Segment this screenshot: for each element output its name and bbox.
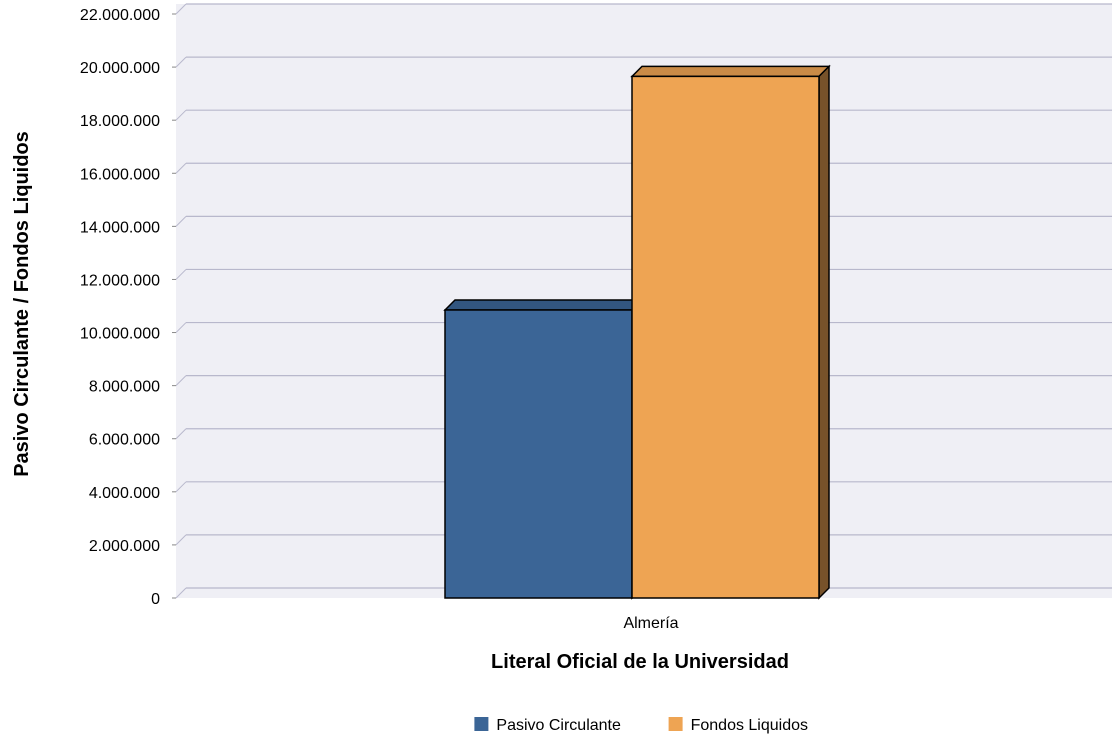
y-tick-label: 14.000.000 xyxy=(80,219,160,236)
legend-label: Fondos Liquidos xyxy=(691,717,808,734)
y-tick-label: 18.000.000 xyxy=(80,113,160,130)
bar xyxy=(630,64,831,600)
y-tick-label: 4.000.000 xyxy=(89,485,160,502)
y-tick-label: 12.000.000 xyxy=(80,272,160,289)
gridline xyxy=(175,109,187,121)
gridline xyxy=(175,534,187,546)
y-tick-label: 2.000.000 xyxy=(89,538,160,555)
y-tick-label: 16.000.000 xyxy=(80,166,160,183)
y-tick-label: 22.000.000 xyxy=(80,7,160,24)
x-axis-ticks: Almería xyxy=(623,615,678,632)
gridline xyxy=(175,56,187,68)
bars xyxy=(443,64,831,600)
gridline xyxy=(175,269,187,280)
gridline xyxy=(175,375,187,386)
y-tick-label: 8.000.000 xyxy=(89,379,160,396)
gridline xyxy=(175,322,187,333)
gridline xyxy=(175,428,187,440)
gridline xyxy=(175,162,187,174)
gridline xyxy=(175,216,187,227)
y-tick-label: 20.000.000 xyxy=(80,60,160,77)
x-axis-title: Literal Oficial de la Universidad xyxy=(491,651,789,673)
gridline xyxy=(175,587,187,599)
y-tick-label: 0 xyxy=(151,591,160,608)
legend-swatch xyxy=(668,717,683,731)
y-tick-label: 10.000.000 xyxy=(80,326,160,343)
legend-swatch xyxy=(474,717,489,731)
gridline xyxy=(175,481,187,493)
legend-label: Pasivo Circulante xyxy=(496,717,621,734)
legend-item: Fondos Liquidos xyxy=(668,717,808,734)
y-axis-title: Pasivo Circulante / Fondos Liquidos xyxy=(11,131,33,477)
legend: Pasivo Circulante Fondos Liquidos xyxy=(474,717,808,734)
gridline xyxy=(175,3,187,15)
legend-item: Pasivo Circulante xyxy=(474,717,621,734)
y-tick-label: 6.000.000 xyxy=(89,432,160,449)
y-axis-ticks: 0 2.000.000 4.000.000 6.000.000 8.000.000 10.… xyxy=(80,7,176,608)
x-tick-label: Almería xyxy=(623,615,678,632)
bar xyxy=(443,298,644,600)
